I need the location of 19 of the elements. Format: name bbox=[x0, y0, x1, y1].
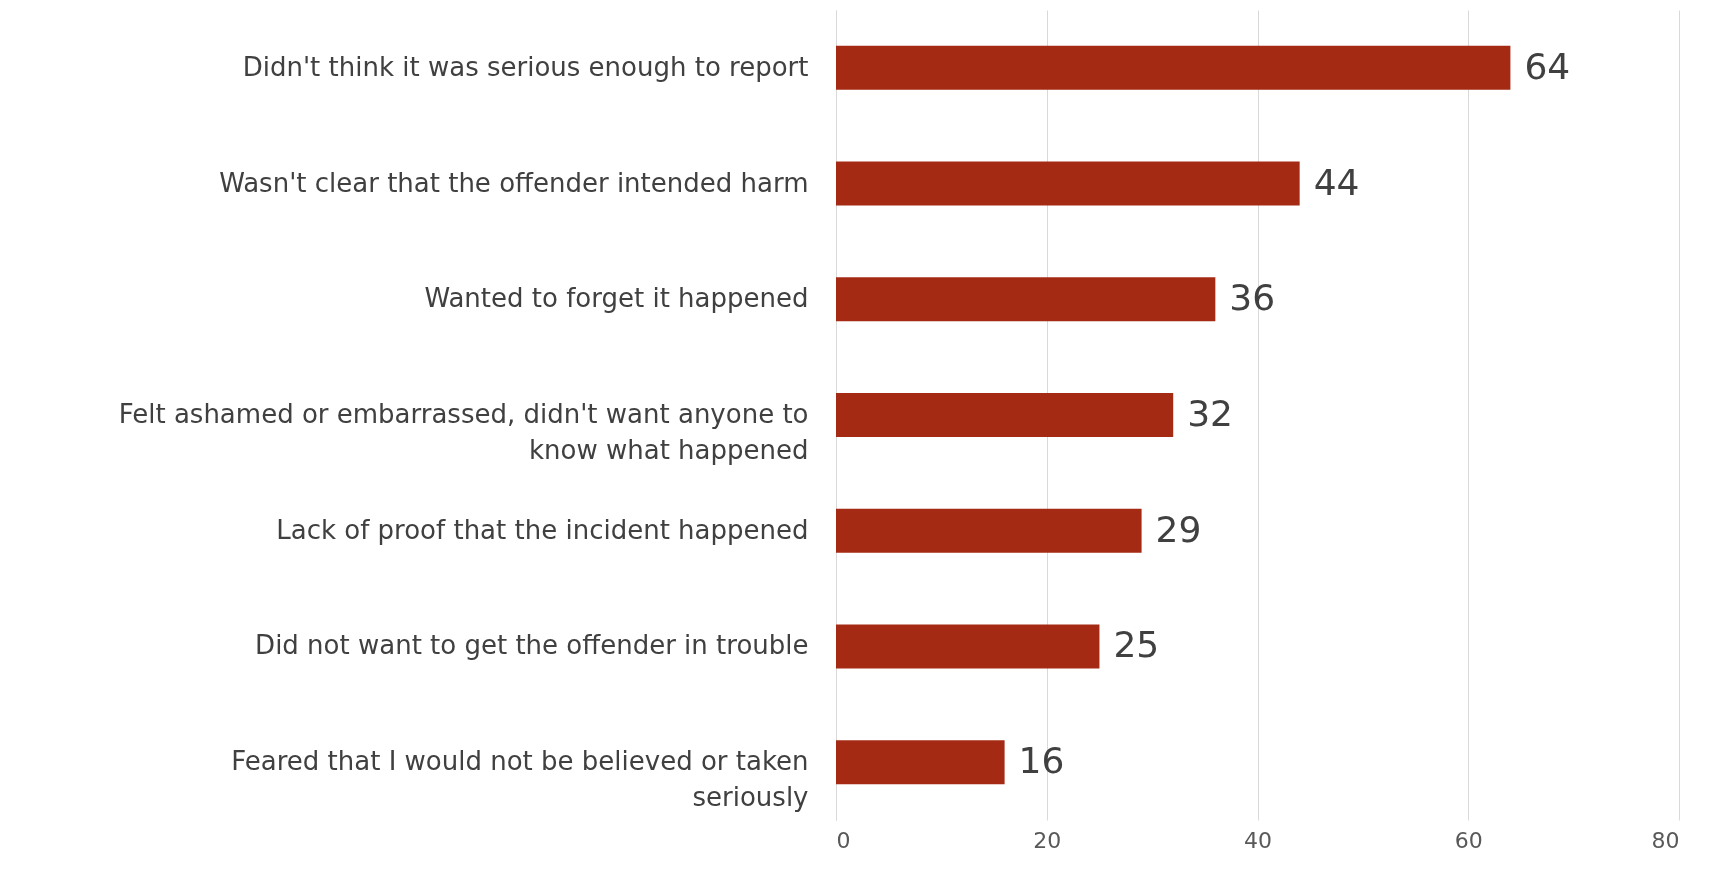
x-tick-label: 40 bbox=[1244, 827, 1272, 853]
x-tick-label: 20 bbox=[1033, 827, 1062, 853]
y-tick-label: Didn't think it was serious enough to report bbox=[242, 51, 809, 82]
y-tick-label: Lack of proof that the incident happened bbox=[276, 514, 809, 545]
data-label: 64 bbox=[1524, 45, 1571, 87]
y-tick-label: Wanted to forget it happened bbox=[424, 283, 809, 314]
y-tick-label: Feared that I would not be believed or taken seriously bbox=[231, 746, 809, 813]
y-tick-label: Did not want to get the offender in trouble bbox=[255, 630, 809, 661]
data-label: 32 bbox=[1187, 393, 1234, 434]
y-tick-label: Wasn't clear that the offender intended harm bbox=[219, 167, 809, 198]
data-label: 36 bbox=[1229, 277, 1276, 319]
y-tick-label: Felt ashamed or embarrassed, didn't want anyone to know what happened bbox=[118, 399, 809, 465]
x-tick-label: 60 bbox=[1454, 827, 1483, 853]
data-label: 29 bbox=[1155, 508, 1202, 550]
x-tick-label: 0 bbox=[836, 827, 851, 853]
data-label: 44 bbox=[1313, 161, 1360, 203]
data-label: 25 bbox=[1113, 624, 1160, 666]
data-label: 16 bbox=[1018, 740, 1065, 782]
x-tick-label: 80 bbox=[1651, 827, 1680, 853]
